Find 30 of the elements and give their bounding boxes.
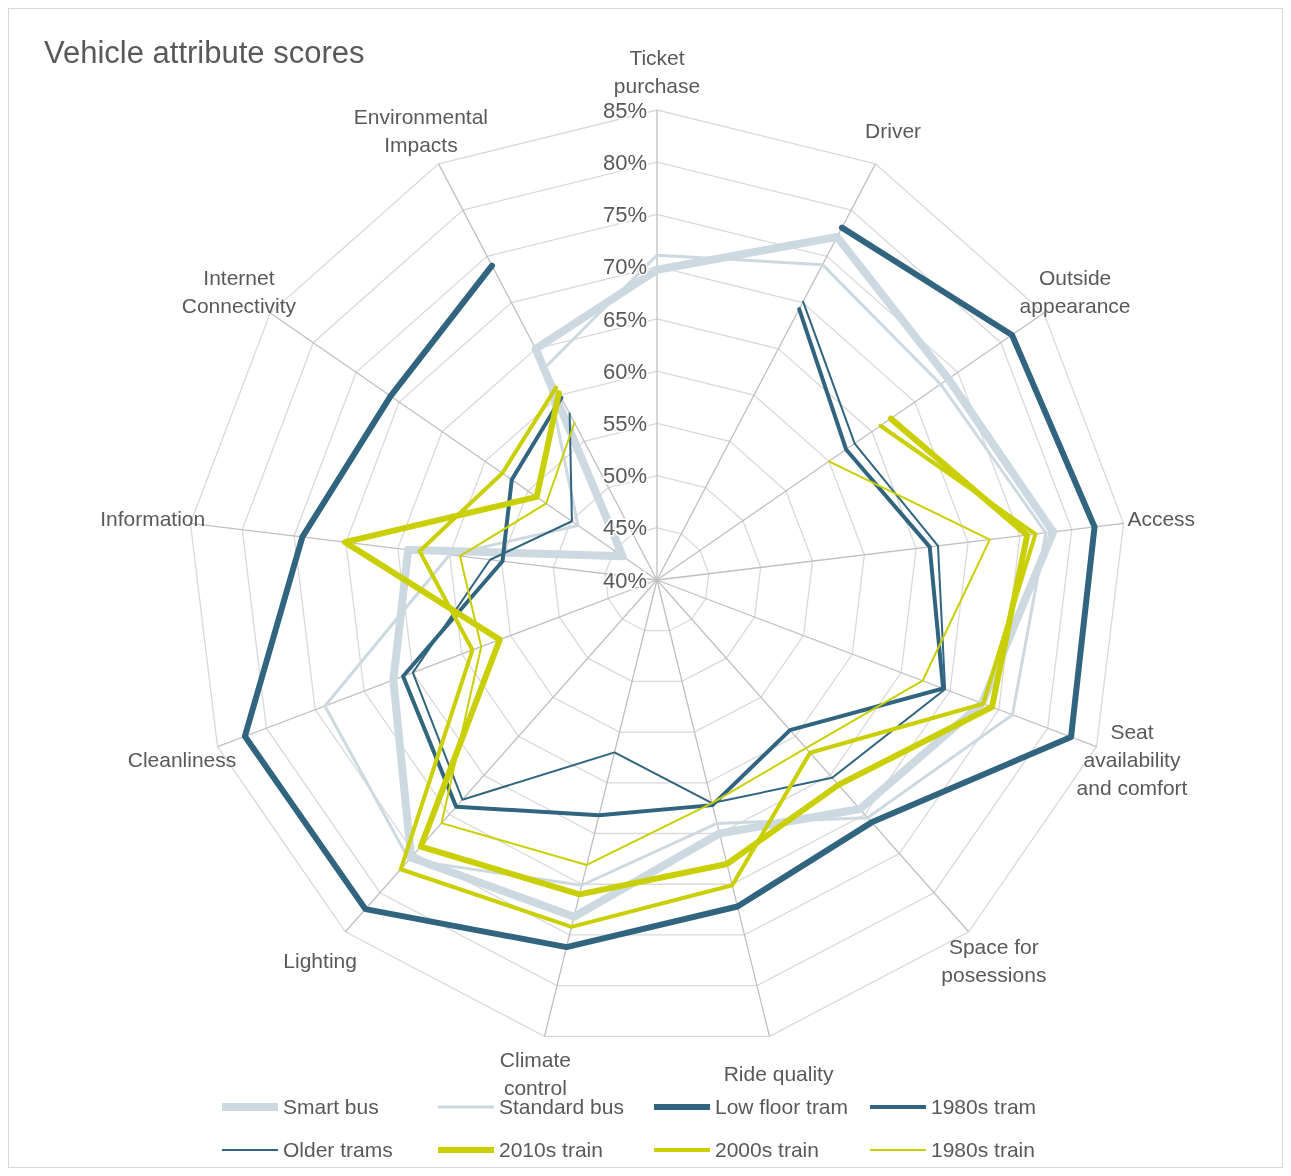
spoke-label: Cleanliness [127,748,237,772]
spoke-label: Ride quality [723,1061,834,1085]
spoke-label: Outside appearance [1019,265,1131,317]
legend-label: Low floor tram [715,1095,849,1119]
y-tick-label: 65% [602,306,647,332]
spoke-label: Lighting [283,948,357,972]
spoke-label: Ticket purchase [613,46,701,98]
legend-label: 1980s tram [931,1095,1037,1119]
y-tick-label: 85% [602,97,647,123]
y-tick-label: 60% [602,358,647,384]
spoke-label: Information [100,507,206,531]
chart-title: Vehicle attribute scores [44,35,365,70]
spoke-label: Space for posessions [941,934,1047,986]
y-tick-label: 55% [602,411,647,437]
legend-label: Older trams [283,1138,393,1162]
y-tick-label: 75% [602,202,647,228]
legend-label: 2010s train [499,1138,603,1162]
y-tick-label: 70% [602,254,647,280]
y-tick-label: 45% [602,515,647,541]
legend-label: Smart bus [283,1095,379,1119]
y-tick-label: 80% [602,149,647,175]
legend-label: 2000s train [715,1138,819,1162]
spoke-label: Driver [865,118,922,142]
y-tick-label: 40% [602,567,647,593]
y-tick-label: 50% [602,463,647,489]
spoke-label: Seat availability and comfort [1076,720,1188,800]
spoke-label: Environmental Impacts [353,104,489,156]
spoke-label: Access [1127,507,1196,531]
legend-label: 1980s train [931,1138,1035,1162]
spoke-label: Internet Connectivity [181,265,297,317]
